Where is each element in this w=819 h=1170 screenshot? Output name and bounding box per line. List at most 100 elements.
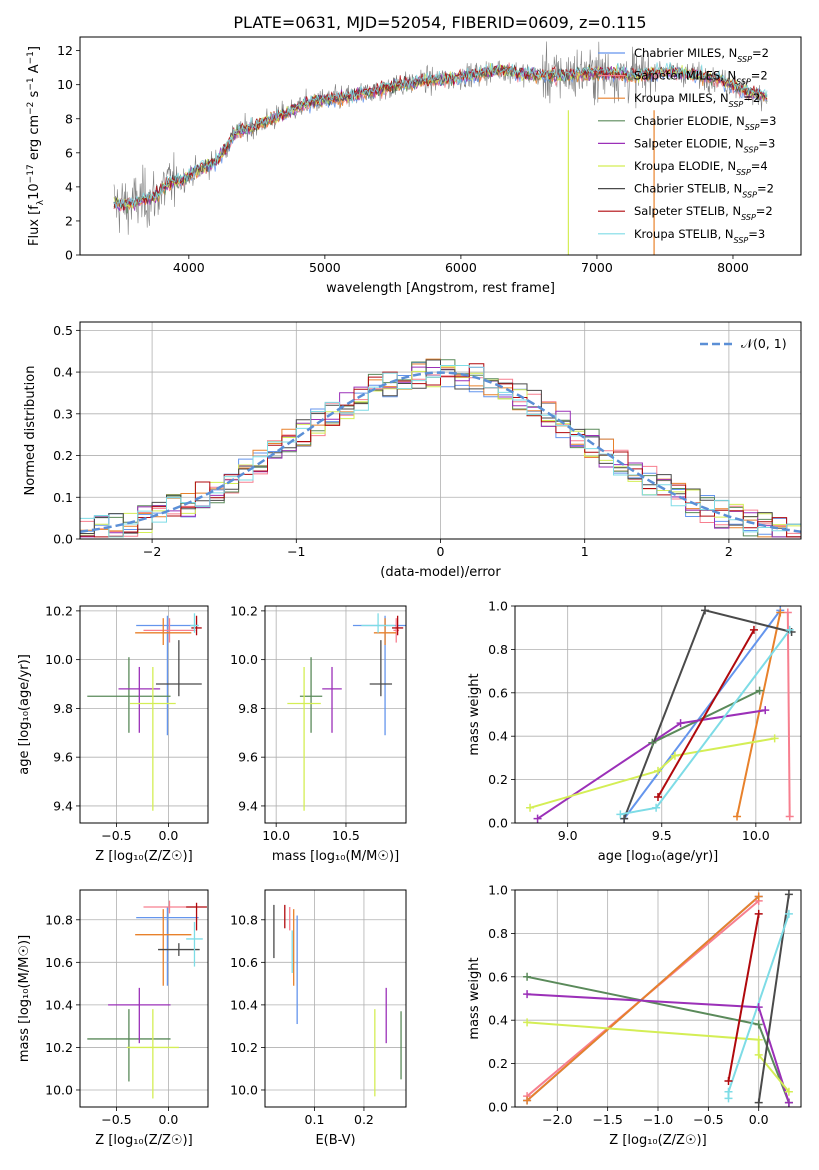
y-tick-label: 10.6 bbox=[230, 955, 258, 970]
y-axis-label: mass [log₁₀(M/M☉)] bbox=[17, 935, 32, 1062]
weight-marker bbox=[676, 719, 685, 728]
y-tick-label: 9.6 bbox=[238, 750, 258, 765]
axes-frame bbox=[264, 605, 407, 824]
y-tick-label: 0.2 bbox=[488, 772, 508, 787]
weight-marker bbox=[701, 606, 710, 615]
x-tick-label: 5000 bbox=[309, 260, 341, 275]
y-tick-label: 10.0 bbox=[230, 1082, 258, 1097]
y-tick-label: 0.2 bbox=[488, 1056, 508, 1071]
x-tick-label: 0.2 bbox=[354, 1112, 374, 1127]
weight-marker bbox=[654, 766, 662, 775]
y-axis-label: mass weight bbox=[467, 673, 482, 755]
weight-marker bbox=[523, 990, 532, 999]
weight-marker bbox=[523, 972, 532, 981]
weight-marker bbox=[648, 738, 657, 747]
x-tick-label: 0 bbox=[437, 544, 445, 559]
y-tick-label: 1.0 bbox=[488, 883, 508, 898]
x-tick-label: 9.0 bbox=[558, 828, 578, 843]
weight-marker bbox=[784, 1098, 793, 1107]
y-tick-label: 0.4 bbox=[53, 365, 73, 380]
y-tick-label: 10.2 bbox=[230, 603, 258, 618]
ebv-mass-plot: 0.1 0.2 10.0 10.2 10.4 10.6 10.8 E(B-V) bbox=[230, 889, 407, 1148]
legend-label: Kroupa ELODIE, NSSP=4 bbox=[634, 159, 768, 177]
y-tick-label: 9.4 bbox=[238, 798, 258, 813]
legend: Chabrier MILES, NSSP=2 Salpeter MILES, NS… bbox=[598, 46, 776, 244]
weight-line bbox=[657, 629, 755, 798]
metallicity-mass-plot: −0.5 0.0 10.0 10.2 10.4 10.6 10.8 Z [log₁₀(Z/Z☉… bbox=[17, 889, 209, 1148]
weight-line bbox=[786, 612, 791, 817]
normal-curve bbox=[80, 371, 801, 533]
x-tick-label: 0.0 bbox=[749, 1112, 769, 1127]
x-axis-label: wavelength [Angstrom, rest frame] bbox=[326, 281, 555, 296]
y-tick-label: 9.8 bbox=[238, 701, 258, 716]
weight-marker bbox=[652, 803, 661, 812]
weight-line bbox=[526, 895, 760, 1102]
y-tick-label: 0.3 bbox=[53, 406, 73, 421]
axes-frame bbox=[514, 889, 802, 1108]
weight-marker bbox=[785, 812, 794, 821]
x-axis-label: Z [log₁₀(Z/Z☉)] bbox=[95, 849, 192, 864]
residual-histogram bbox=[80, 365, 801, 538]
y-tick-label: 10.4 bbox=[45, 997, 73, 1012]
weight-marker bbox=[724, 1087, 733, 1096]
weight-marker bbox=[754, 892, 763, 901]
x-tick-label: 9.5 bbox=[652, 828, 672, 843]
plot-area bbox=[287, 613, 406, 811]
plot-area bbox=[529, 609, 792, 820]
metallicity-age-plot: −0.5 0.0 9.4 9.6 9.8 10.0 10.2 Z [log₁₀(Z/Z☉)] a… bbox=[17, 603, 209, 864]
weight-marker bbox=[523, 1018, 532, 1027]
x-tick-label: 10.0 bbox=[742, 828, 770, 843]
y-tick-label: 8 bbox=[65, 111, 73, 126]
weight-line bbox=[623, 609, 782, 820]
y-axis-label: Flux [fλ10−17 erg cm−2 s−1 A−1] bbox=[26, 46, 46, 246]
residual-histogram bbox=[80, 359, 801, 534]
x-axis-label: age [log₁₀(age/yr)] bbox=[598, 849, 719, 864]
weight-line bbox=[736, 612, 782, 817]
y-tick-label: 10.8 bbox=[45, 912, 73, 927]
weight-marker bbox=[616, 810, 625, 819]
y-axis-label: Normed distribution bbox=[23, 366, 38, 496]
y-tick-label: 0 bbox=[65, 248, 73, 263]
plot-area bbox=[273, 904, 402, 1097]
x-tick-label: 0.0 bbox=[159, 828, 179, 843]
x-tick-label: −0.5 bbox=[101, 828, 131, 843]
legend-label: Chabrier MILES, NSSP=2 bbox=[634, 46, 769, 64]
y-tick-label: 0.5 bbox=[53, 323, 73, 338]
x-axis-label: Z [log₁₀(Z/Z☉)] bbox=[609, 1133, 706, 1148]
figure-title: PLATE=0631, MJD=52054, FIBERID=0609, z=0… bbox=[233, 13, 646, 32]
axes-frame bbox=[514, 605, 802, 824]
y-tick-label: 10.0 bbox=[45, 1082, 73, 1097]
y-tick-label: 0.0 bbox=[488, 816, 508, 831]
legend-label: Chabrier STELIB, NSSP=2 bbox=[634, 182, 774, 200]
x-tick-label: −1.0 bbox=[643, 1112, 673, 1127]
weight-line bbox=[623, 609, 792, 820]
legend-label: Kroupa MILES, NSSP=2 bbox=[634, 91, 760, 109]
x-tick-label: −0.5 bbox=[101, 1112, 131, 1127]
y-tick-label: 0.2 bbox=[53, 448, 73, 463]
model-spectrum-line bbox=[113, 62, 768, 209]
x-tick-label: 8000 bbox=[717, 260, 749, 275]
weight-marker bbox=[783, 608, 792, 617]
weight-line bbox=[537, 709, 766, 820]
weight-marker bbox=[754, 1020, 763, 1029]
axes-frame bbox=[79, 889, 209, 1108]
weight-marker bbox=[761, 706, 770, 715]
y-tick-label: 6 bbox=[65, 145, 73, 160]
weight-marker bbox=[784, 909, 793, 918]
y-tick-label: 0.1 bbox=[53, 490, 73, 505]
weight-marker bbox=[526, 803, 535, 812]
y-tick-label: 4 bbox=[65, 179, 73, 194]
y-tick-label: 12 bbox=[57, 43, 73, 58]
mass-age-plot: 10.0 10.5 9.4 9.6 9.8 10.0 10.2 mass [log₁₀(M/M… bbox=[230, 603, 407, 864]
y-tick-label: 10 bbox=[57, 77, 73, 92]
y-tick-label: 0.6 bbox=[488, 685, 508, 700]
x-tick-label: −1 bbox=[287, 544, 305, 559]
weight-line bbox=[727, 913, 760, 1082]
weight-marker bbox=[533, 814, 542, 823]
legend-normal-label: 𝒩(0, 1) bbox=[741, 336, 787, 351]
spectrum-plot: 4000 5000 6000 7000 8000 0 2 4 6 8 10 12 wavelength … bbox=[26, 36, 802, 296]
x-axis-label: mass [log₁₀(M/M☉)] bbox=[272, 849, 399, 864]
x-axis-label: E(B-V) bbox=[315, 1133, 355, 1148]
weight-marker bbox=[754, 1003, 763, 1012]
